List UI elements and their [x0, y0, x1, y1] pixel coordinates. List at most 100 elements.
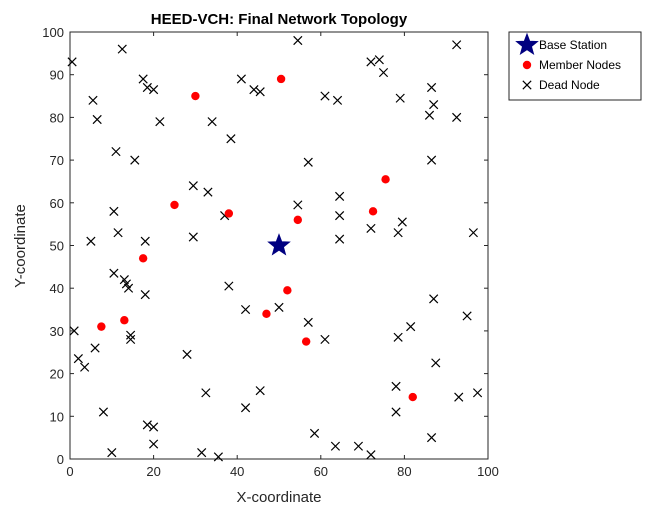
dead-node-marker: [126, 334, 136, 345]
dead-node-marker: [188, 232, 198, 242]
dead-node-marker: [374, 55, 384, 65]
y-tick-label: 40: [50, 281, 64, 296]
dead-node-marker: [155, 117, 165, 127]
dead-node-marker: [335, 234, 345, 244]
y-tick-label: 80: [50, 110, 64, 125]
dead-node-marker: [320, 334, 330, 345]
dead-node-marker: [249, 85, 259, 95]
member-node-marker: [262, 309, 271, 319]
dead-node-marker: [90, 343, 100, 353]
dead-node-marker: [426, 433, 437, 443]
y-tick-label: 70: [50, 153, 64, 168]
dead-node-marker: [391, 381, 401, 392]
dead-node-marker: [429, 99, 439, 110]
dead-node-marker: [138, 74, 148, 84]
y-tick-label: 90: [50, 68, 64, 83]
dead-node-marker: [224, 281, 234, 291]
dead-node-marker: [203, 187, 213, 197]
dead-node-marker: [188, 181, 198, 191]
dead-node-marker: [454, 392, 464, 402]
dead-node-marker: [472, 388, 483, 398]
dead-node-marker: [431, 358, 441, 368]
member-node-marker: [283, 286, 292, 295]
dead-node-marker: [335, 191, 345, 201]
dead-node-marker: [148, 439, 159, 449]
dead-node-marker: [80, 362, 90, 372]
member-node-marker: [276, 74, 286, 84]
dead-node-marker: [393, 228, 403, 238]
dead-node-marker: [92, 114, 102, 125]
dead-node-marker: [140, 290, 150, 300]
y-tick-label: 10: [50, 409, 64, 424]
dead-node-marker: [182, 349, 192, 359]
dead-node-marker: [109, 268, 119, 278]
legend-entry-label: Member Nodes: [539, 58, 621, 72]
dead-node-marker: [207, 117, 217, 127]
dead-node-marker: [522, 80, 532, 90]
y-tick-label: 60: [50, 196, 64, 211]
dead-node-marker: [353, 441, 364, 451]
dead-node-marker: [406, 322, 416, 332]
dead-node-marker: [429, 294, 439, 304]
member-node-marker: [522, 60, 532, 70]
x-tick-label: 60: [314, 464, 328, 479]
member-node-marker: [191, 91, 200, 101]
dead-node-marker: [240, 403, 251, 413]
dead-node-marker: [320, 91, 330, 101]
member-node-marker: [381, 175, 390, 184]
dead-node-marker: [113, 228, 123, 238]
dead-node-marker: [330, 441, 341, 451]
legend: Base Station Member Nodes Dead Node: [508, 31, 642, 101]
dead-node-marker: [117, 44, 127, 54]
dead-node-marker: [452, 112, 462, 123]
dead-node-marker: [123, 283, 134, 293]
dead-node-marker: [309, 428, 320, 438]
dead-node-marker: [111, 146, 121, 157]
dead-node-marker: [148, 85, 159, 95]
legend-entry-label: Base Station: [539, 38, 607, 52]
y-tick-label: 50: [50, 239, 64, 254]
dead-node-marker: [366, 57, 376, 67]
dead-node-marker: [303, 317, 313, 327]
dead-node-marker: [391, 407, 401, 417]
y-tick-label: 20: [50, 367, 64, 382]
base-station-marker: [515, 32, 539, 56]
dead-node-marker: [107, 447, 117, 458]
dead-node-marker: [142, 420, 152, 430]
member-node-marker: [138, 254, 148, 263]
dead-node-marker: [255, 87, 265, 97]
y-tick-label: 0: [57, 452, 64, 467]
member-node-marker: [97, 322, 106, 331]
dead-node-marker: [293, 35, 303, 46]
x-tick-label: 80: [397, 464, 411, 479]
base-station-marker: [267, 233, 291, 256]
dead-node-marker: [293, 200, 303, 210]
y-tick-label: 100: [42, 25, 64, 40]
member-node-marker: [224, 209, 234, 218]
x-axis-label: X-coordinate: [236, 489, 321, 506]
member-node-marker: [170, 200, 179, 210]
legend-entry-label: Dead Node: [539, 78, 600, 92]
dead-node-marker: [274, 302, 284, 313]
dead-node-marker: [393, 332, 403, 342]
y-tick-label: 30: [50, 324, 64, 339]
y-axis-label: Y-coordinate: [12, 204, 29, 288]
dead-node-marker: [452, 40, 462, 50]
dead-node-marker: [213, 452, 223, 462]
dead-node-marker: [98, 407, 109, 417]
data-marks: [67, 35, 483, 462]
member-node-marker: [120, 316, 129, 325]
dead-node-marker: [426, 82, 437, 93]
x-tick-label: 0: [66, 464, 73, 479]
dead-node-marker: [130, 155, 140, 165]
x-tick-label: 40: [230, 464, 244, 479]
dead-node-marker: [126, 330, 136, 340]
member-node-marker: [301, 337, 311, 346]
x-tick-label: 20: [146, 464, 160, 479]
axis-ticks: 0 20 40 60 80 100 0 10 20 30 40 50 60 70 80 90 100: [42, 25, 499, 479]
dead-node-marker: [335, 211, 345, 221]
dead-node-marker: [73, 354, 83, 364]
dead-node-marker: [366, 450, 376, 460]
dead-node-marker: [148, 422, 159, 432]
member-node-marker: [368, 207, 378, 216]
